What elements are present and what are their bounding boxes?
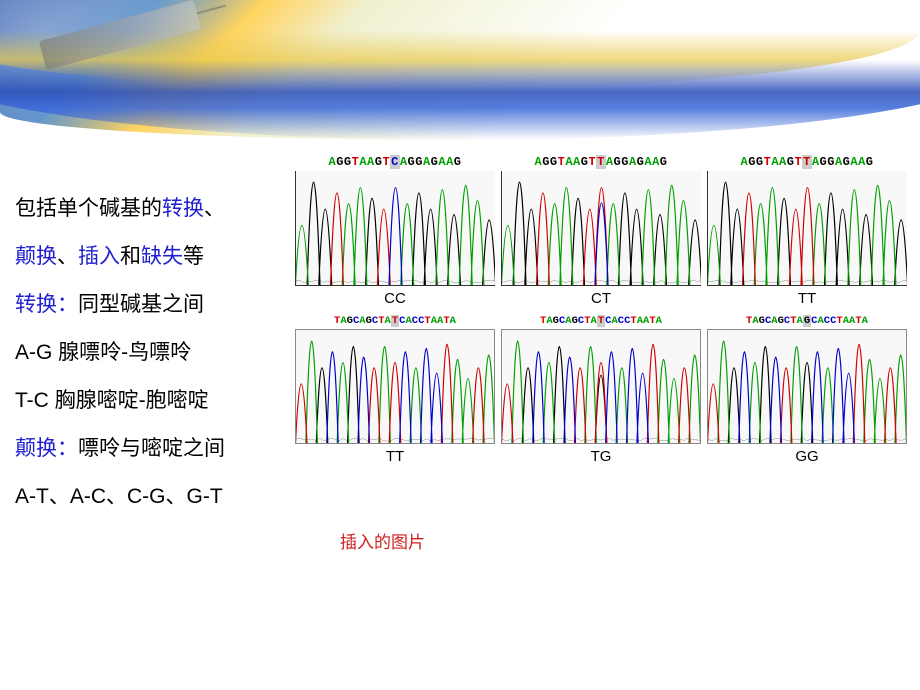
genotype-label: TT <box>295 448 495 465</box>
chromatogram-plot <box>501 171 701 286</box>
chromatogram: AGGTAAGTCAGGAGAAG CC <box>295 155 495 307</box>
text-line: A-T、A-C、C-G、G-T <box>15 473 285 521</box>
text-line: 包括单个碱基的转换、 <box>15 185 285 233</box>
sequence-label: TAGCAGCTATCACCTAATA <box>295 315 495 327</box>
chromatogram: TAGCAGCTAGCACCTAATA GG <box>707 315 907 465</box>
text-line: T-C 胸腺嘧啶-胞嘧啶 <box>15 377 285 425</box>
chromatogram-plot <box>501 329 701 444</box>
sequence-label: TAGCAGCTAGCACCTAATA <box>707 315 907 327</box>
chromatogram-plot <box>707 329 907 444</box>
genotype-label: TG <box>501 448 701 465</box>
text-line: 颠换、插入和缺失等 <box>15 233 285 281</box>
chromatogram-plot <box>295 329 495 444</box>
chromatogram-plot <box>707 171 907 286</box>
chromatogram: TAGCAGCTATCACCTAATA TT <box>295 315 495 465</box>
genotype-label: TT <box>707 290 907 307</box>
chart-row-1: AGGTAAGTCAGGAGAAGCCAGGTAAGTTAGGAGAAGCTAG… <box>295 155 910 307</box>
chromatogram-plot <box>295 171 495 286</box>
chromatogram: AGGTAAGTTAGGAGAAG CT <box>501 155 701 307</box>
genotype-label: CT <box>501 290 701 307</box>
text-line: A-G 腺嘌呤-鸟嘌呤 <box>15 329 285 377</box>
genotype-label: CC <box>295 290 495 307</box>
chromatogram: AGGTAAGTTAGGAGAAG TT <box>707 155 907 307</box>
sequence-label: AGGTAAGTTAGGAGAAG <box>707 155 907 169</box>
text-line: 转换：同型碱基之间 <box>15 281 285 329</box>
blue-wave <box>0 60 920 140</box>
sequence-label: AGGTAAGTCAGGAGAAG <box>295 155 495 169</box>
genotype-label: GG <box>707 448 907 465</box>
sequence-label: TAGCAGCTATCACCTAATA <box>501 315 701 327</box>
inserted-image-note: 插入的图片 <box>340 528 425 553</box>
chart-row-2: TAGCAGCTATCACCTAATATTTAGCAGCTATCACCTAATA… <box>295 315 910 465</box>
decorative-banner <box>0 0 920 140</box>
sequence-label: AGGTAAGTTAGGAGAAG <box>501 155 701 169</box>
chromatogram: TAGCAGCTATCACCTAATA TG <box>501 315 701 465</box>
chromatogram-grid: AGGTAAGTCAGGAGAAGCCAGGTAAGTTAGGAGAAGCTAG… <box>295 155 910 473</box>
text-line: 颠换：嘌呤与嘧啶之间 <box>15 425 285 473</box>
text-column: 包括单个碱基的转换、颠换、插入和缺失等转换：同型碱基之间A-G 腺嘌呤-鸟嘌呤T… <box>15 185 285 521</box>
